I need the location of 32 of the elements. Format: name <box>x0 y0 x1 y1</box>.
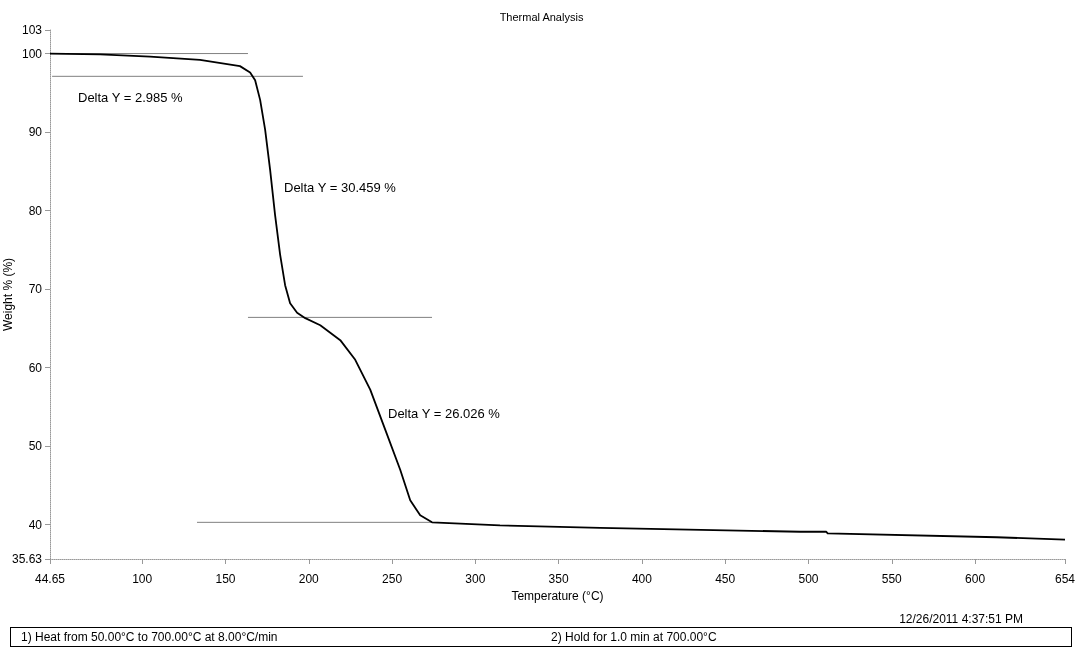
y-tick-label: 100 <box>21 46 43 61</box>
text: 1) Heat from 50.00°C to 700.00°C at 8.00°C/min <box>21 630 279 644</box>
y-tick-label: 90 <box>28 125 43 140</box>
line-series <box>49 52 1066 541</box>
annotation: Delta Y = 2.985 % <box>78 89 184 105</box>
annotation: Delta Y = 30.459 % <box>284 179 397 195</box>
x-tick-label: 500 <box>798 572 819 586</box>
x-tick-label: 200 <box>298 572 320 586</box>
y-tick-label: 60 <box>28 360 43 375</box>
x-tick-label: 300 <box>465 572 486 586</box>
y-tick-label: 50 <box>28 439 43 454</box>
x-tick-label: 654 <box>1054 572 1076 586</box>
chart-title: Thermal Analysis <box>499 10 584 23</box>
x-tick-label: 400 <box>631 572 653 586</box>
y-tick-label: 80 <box>28 203 43 218</box>
text: 2) Hold for 1.0 min at 700.00°C <box>551 630 717 644</box>
x-tick-label: 550 <box>881 572 903 586</box>
y-tick-label: 40 <box>28 517 43 532</box>
y-tick-label: 35.63 <box>11 552 43 566</box>
x-tick-label: 150 <box>215 572 236 586</box>
text: 12/26/2011 4:37:51 PM <box>899 612 1023 626</box>
y-tick-label: 70 <box>28 282 43 297</box>
x-tick-label: 600 <box>965 572 986 586</box>
y-axis-title: Weight % (%) <box>1 257 15 332</box>
y-tick-label: 103 <box>21 23 43 37</box>
x-tick-label: 250 <box>382 572 403 586</box>
x-tick-label: 44.65 <box>34 572 66 586</box>
x-tick-label: 450 <box>715 572 736 586</box>
annotation: Delta Y = 26.026 % <box>388 405 501 421</box>
x-tick-label: 350 <box>548 572 569 586</box>
x-tick-label: 100 <box>132 572 153 586</box>
x-axis-title: Temperature (°C) <box>511 588 604 603</box>
